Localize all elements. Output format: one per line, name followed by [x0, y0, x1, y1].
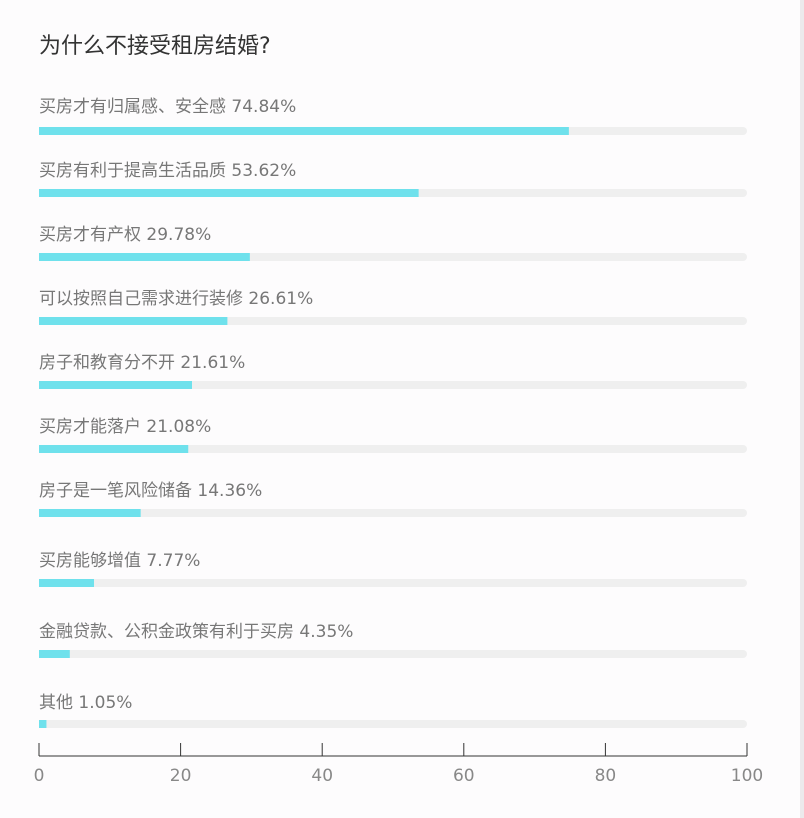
value-label: 29.78% [141, 225, 211, 245]
bar-label: 买房能够增值 7.77% [39, 551, 200, 571]
bar-label: 买房才有归属感、安全感 74.84% [39, 97, 296, 117]
x-axis: 0 20 40 60 80 100 [34, 743, 763, 786]
bar [39, 650, 70, 658]
chart-title: 为什么不接受租房结婚? [39, 34, 271, 59]
category-label: 金融贷款、公积金政策有利于买房 [39, 622, 294, 642]
bar-label: 买房有利于提高生活品质 53.62% [39, 161, 296, 181]
category-label: 房子和教育分不开 [39, 353, 175, 373]
category-label: 买房有利于提高生活品质 [39, 161, 226, 181]
bar-track [39, 579, 747, 587]
value-label: 14.36% [192, 481, 262, 501]
bar [39, 509, 141, 517]
bar-label: 可以按照自己需求进行装修 26.61% [39, 289, 313, 309]
value-label: 4.35% [294, 622, 353, 642]
bar [39, 579, 95, 587]
bar-label: 买房才有产权 29.78% [39, 225, 211, 245]
bar-track [39, 650, 747, 658]
bar [39, 381, 192, 389]
bar-track [39, 720, 747, 728]
value-label: 74.84% [226, 97, 296, 117]
tick-label: 80 [595, 766, 617, 786]
bar-label: 房子是一笔风险储备 14.36% [39, 481, 262, 501]
bar [39, 317, 228, 325]
bar-label: 金融贷款、公积金政策有利于买房 4.35% [39, 622, 353, 642]
category-label: 买房才有归属感、安全感 [39, 97, 226, 117]
category-label: 其他 [39, 693, 73, 713]
value-label: 26.61% [243, 289, 313, 309]
bar [39, 189, 419, 197]
tick-label: 0 [34, 766, 45, 786]
category-label: 可以按照自己需求进行装修 [39, 289, 243, 309]
tick-label: 40 [311, 766, 333, 786]
tick-label: 20 [170, 766, 192, 786]
tick-label: 60 [453, 766, 475, 786]
bar-label: 买房才能落户 21.08% [39, 417, 211, 437]
bar [39, 253, 250, 261]
bar-track [39, 381, 747, 389]
bar-label: 房子和教育分不开 21.61% [39, 353, 245, 373]
right-edge-strip [800, 0, 804, 818]
category-label: 买房才有产权 [39, 225, 141, 245]
bar-label: 其他 1.05% [39, 693, 132, 713]
value-label: 53.62% [226, 161, 296, 181]
bar [39, 720, 47, 728]
bars-group: 买房才有归属感、安全感 74.84% 买房有利于提高生活品质 53.62% 买房才有… [39, 97, 747, 728]
bar-track [39, 509, 747, 517]
value-label: 21.08% [141, 417, 211, 437]
category-label: 房子是一笔风险储备 [39, 481, 192, 501]
value-label: 7.77% [141, 551, 200, 571]
category-label: 买房才能落户 [39, 417, 141, 437]
bar [39, 127, 569, 135]
tick-label: 100 [731, 766, 763, 786]
value-label: 21.61% [175, 353, 245, 373]
value-label: 1.05% [73, 693, 132, 713]
bar [39, 445, 189, 453]
category-label: 买房能够增值 [39, 551, 141, 571]
bar-track [39, 445, 747, 453]
